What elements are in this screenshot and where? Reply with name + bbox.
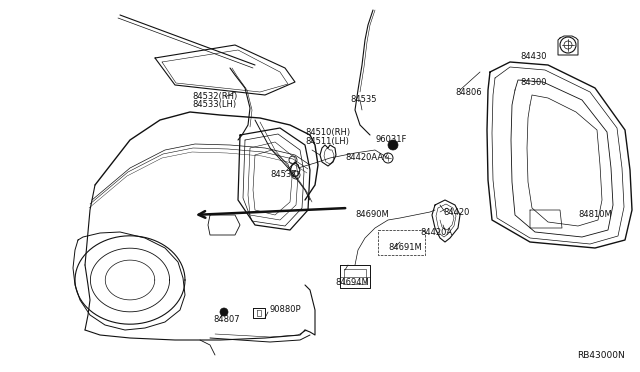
Circle shape xyxy=(220,308,228,316)
Text: 84532(RH): 84532(RH) xyxy=(192,92,237,101)
Text: 84810M: 84810M xyxy=(578,210,612,219)
Text: 84535: 84535 xyxy=(350,95,376,104)
Text: 84300: 84300 xyxy=(520,78,547,87)
Text: 84420A: 84420A xyxy=(420,228,452,237)
Text: 84694M: 84694M xyxy=(335,278,369,287)
Text: 84537: 84537 xyxy=(270,170,296,179)
Text: 96031F: 96031F xyxy=(375,135,406,144)
Text: 84430: 84430 xyxy=(520,52,547,61)
Text: 90880P: 90880P xyxy=(270,305,301,314)
Text: 84806: 84806 xyxy=(455,88,482,97)
Text: 84511(LH): 84511(LH) xyxy=(305,137,349,146)
Text: 84691M: 84691M xyxy=(388,243,422,252)
Text: 84533(LH): 84533(LH) xyxy=(192,100,236,109)
Text: 84420AA: 84420AA xyxy=(345,153,383,162)
Text: RB43000N: RB43000N xyxy=(577,351,625,360)
Text: 84690M: 84690M xyxy=(355,210,388,219)
Circle shape xyxy=(388,140,398,150)
Text: 84807: 84807 xyxy=(213,315,239,324)
Text: 84420: 84420 xyxy=(443,208,469,217)
Text: 84510(RH): 84510(RH) xyxy=(305,128,350,137)
